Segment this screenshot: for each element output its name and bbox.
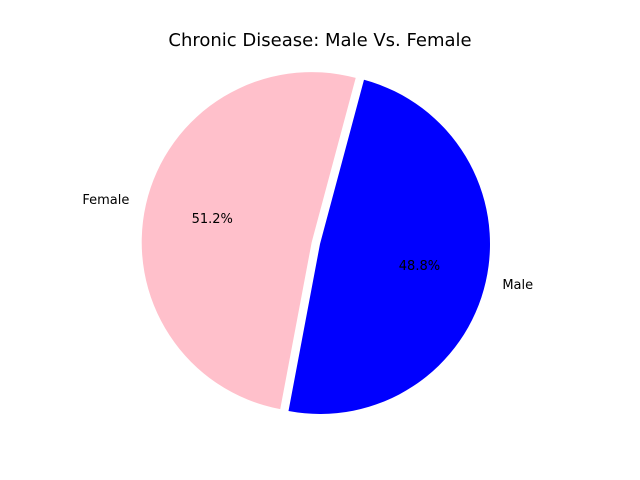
pie-pct-label-female: 51.2%	[192, 212, 233, 227]
pie-category-label-male: Male	[502, 278, 533, 293]
pie-category-label-female: Female	[82, 193, 129, 208]
pie-slice-male	[288, 79, 490, 415]
chart-title: Chronic Disease: Male Vs. Female	[168, 30, 472, 51]
pie-slice-female	[141, 72, 356, 410]
pie-pct-label-male: 48.8%	[399, 259, 440, 274]
